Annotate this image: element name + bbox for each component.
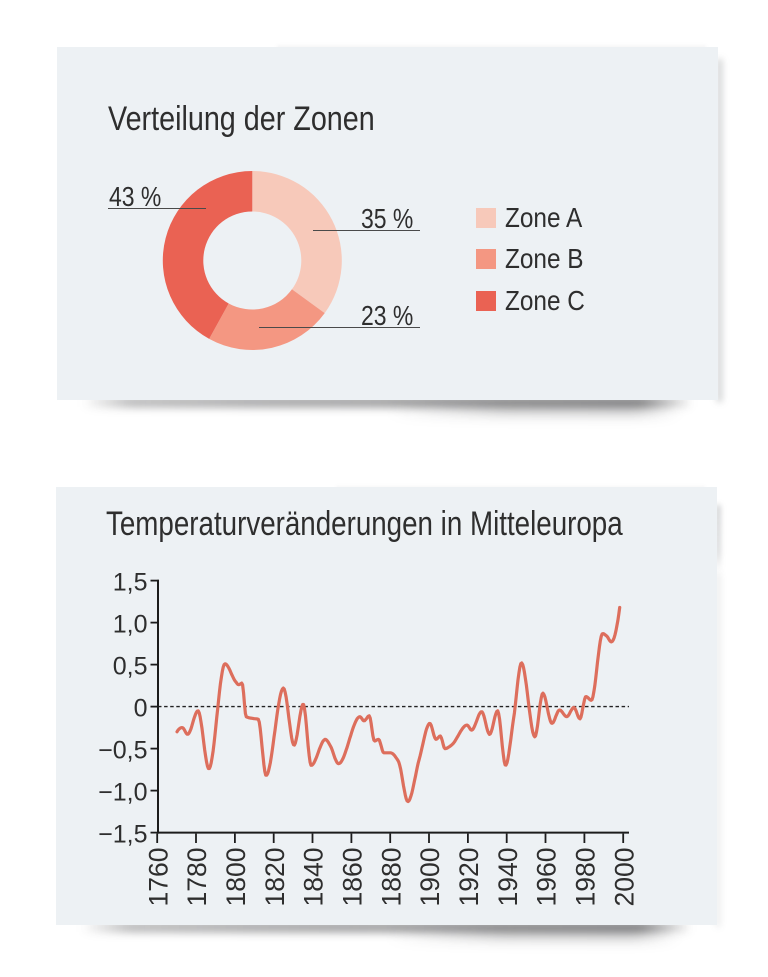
svg-text:0,5: 0,5 bbox=[113, 653, 148, 681]
svg-text:0: 0 bbox=[134, 695, 148, 723]
svg-text:1940: 1940 bbox=[493, 848, 523, 907]
svg-text:1820: 1820 bbox=[260, 848, 290, 907]
svg-text:1860: 1860 bbox=[338, 848, 368, 907]
svg-text:1760: 1760 bbox=[143, 848, 173, 907]
svg-text:1980: 1980 bbox=[571, 848, 601, 907]
svg-text:2000: 2000 bbox=[609, 848, 639, 907]
svg-text:−1,0: −1,0 bbox=[98, 779, 147, 807]
svg-text:−1,5: −1,5 bbox=[98, 821, 147, 849]
svg-text:1840: 1840 bbox=[299, 848, 329, 907]
svg-text:1800: 1800 bbox=[221, 848, 251, 907]
svg-text:1780: 1780 bbox=[182, 848, 212, 907]
svg-text:1920: 1920 bbox=[454, 848, 484, 907]
svg-text:1880: 1880 bbox=[376, 848, 406, 907]
svg-text:1,0: 1,0 bbox=[113, 611, 148, 639]
svg-text:1900: 1900 bbox=[415, 848, 445, 907]
svg-text:1960: 1960 bbox=[532, 848, 562, 907]
svg-text:−0,5: −0,5 bbox=[98, 737, 147, 765]
svg-text:1,5: 1,5 bbox=[113, 569, 148, 597]
